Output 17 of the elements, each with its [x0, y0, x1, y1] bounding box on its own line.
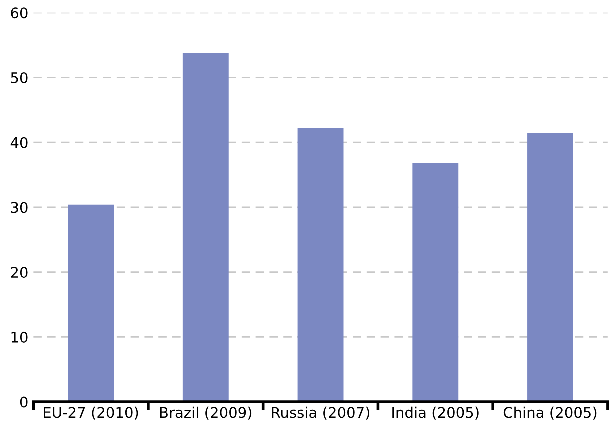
y-tick-label: 30 [11, 202, 28, 214]
y-tick-label: 40 [10, 137, 28, 148]
y-tick-label: 0 [20, 396, 28, 408]
x-tick-label: China (2005) [504, 406, 597, 420]
y-tick-label: 60 [11, 8, 28, 19]
y-tick-label: 10 [12, 332, 28, 343]
bar [182, 53, 229, 402]
y-tick-label: 20 [11, 267, 28, 278]
x-tick-label: India (2005) [392, 406, 479, 420]
y-tick-label: 50 [11, 72, 28, 84]
bar [412, 163, 459, 402]
x-tick-label: Brazil (2009) [160, 406, 252, 420]
bar [68, 204, 114, 402]
x-tick-label: EU-27 (2010) [44, 406, 138, 420]
bar [298, 128, 344, 402]
x-tick-label: Russia (2007) [272, 406, 370, 420]
bar [528, 134, 574, 402]
